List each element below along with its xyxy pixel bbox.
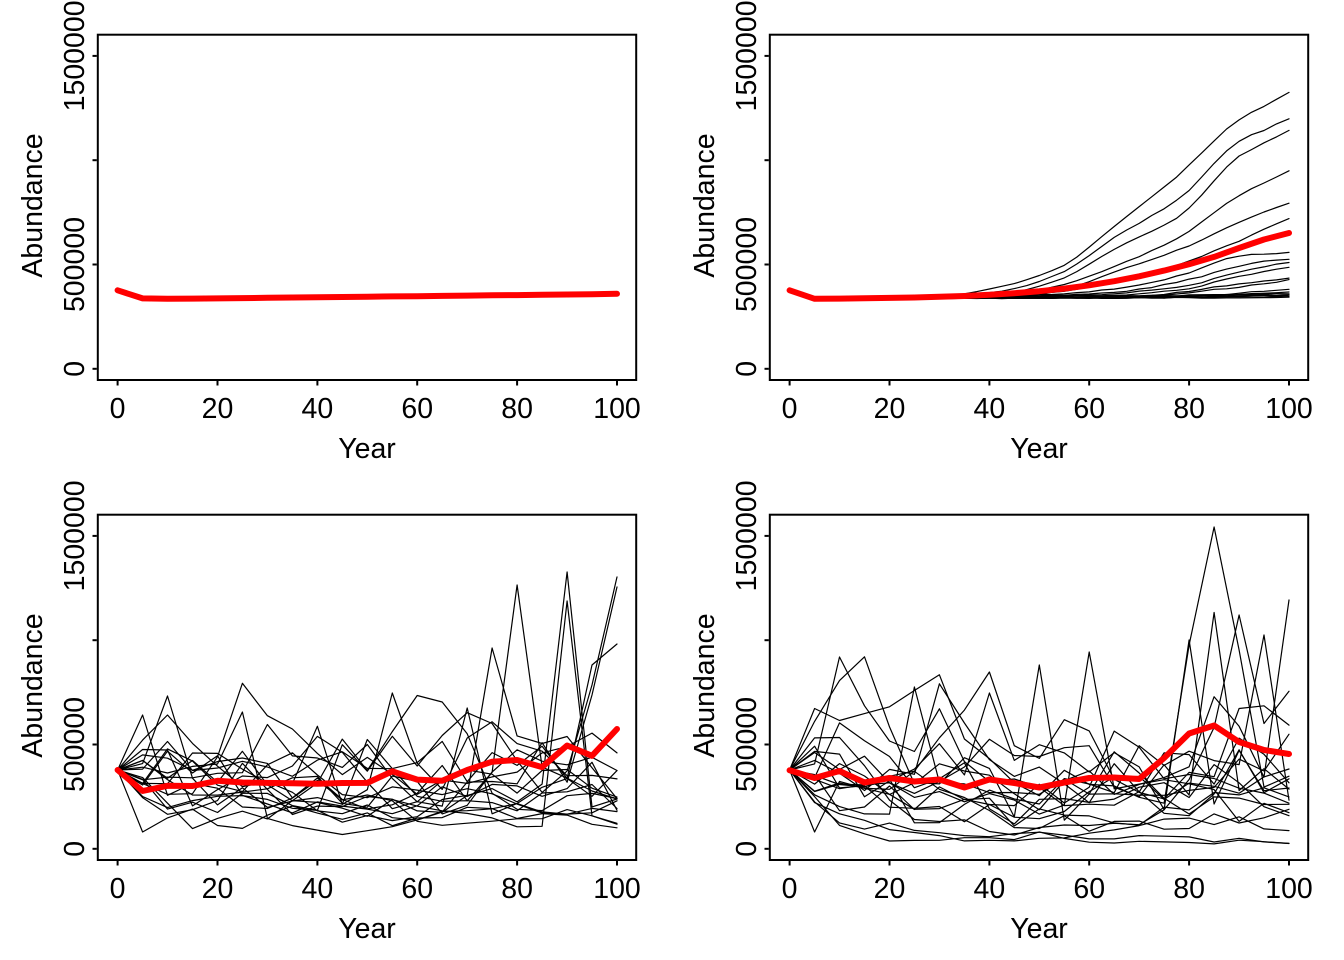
svg-text:Year: Year: [1010, 913, 1068, 945]
svg-text:60: 60: [401, 873, 433, 905]
svg-text:1500000: 1500000: [59, 0, 91, 111]
svg-text:500000: 500000: [59, 217, 91, 312]
svg-text:0: 0: [731, 361, 763, 377]
svg-text:0: 0: [782, 873, 798, 905]
svg-text:20: 20: [874, 873, 906, 905]
svg-text:Abundance: Abundance: [689, 613, 721, 757]
svg-text:Abundance: Abundance: [689, 133, 721, 277]
svg-text:0: 0: [110, 393, 126, 425]
svg-text:20: 20: [874, 393, 906, 425]
svg-text:0: 0: [59, 841, 91, 857]
svg-text:80: 80: [1173, 393, 1205, 425]
svg-text:80: 80: [1173, 873, 1205, 905]
svg-text:60: 60: [1073, 873, 1105, 905]
svg-text:40: 40: [302, 393, 334, 425]
svg-text:1500000: 1500000: [731, 0, 763, 111]
svg-text:Year: Year: [338, 433, 396, 465]
svg-text:Year: Year: [1010, 433, 1068, 465]
svg-text:20: 20: [202, 873, 234, 905]
svg-text:Abundance: Abundance: [17, 613, 49, 757]
svg-text:500000: 500000: [731, 217, 763, 312]
svg-text:60: 60: [401, 393, 433, 425]
svg-text:20: 20: [202, 393, 234, 425]
svg-text:1500000: 1500000: [731, 480, 763, 591]
svg-text:1500000: 1500000: [59, 480, 91, 591]
svg-text:60: 60: [1073, 393, 1105, 425]
svg-text:500000: 500000: [731, 697, 763, 792]
svg-text:100: 100: [1265, 393, 1313, 425]
svg-text:40: 40: [974, 393, 1006, 425]
svg-text:500000: 500000: [59, 697, 91, 792]
svg-text:80: 80: [501, 393, 533, 425]
svg-text:0: 0: [731, 841, 763, 857]
svg-text:80: 80: [501, 873, 533, 905]
svg-text:0: 0: [110, 873, 126, 905]
svg-text:Year: Year: [338, 913, 396, 945]
svg-text:100: 100: [593, 873, 641, 905]
svg-text:40: 40: [302, 873, 334, 905]
svg-text:Abundance: Abundance: [17, 133, 49, 277]
svg-text:40: 40: [974, 873, 1006, 905]
svg-text:100: 100: [1265, 873, 1313, 905]
svg-text:0: 0: [59, 361, 91, 377]
svg-text:0: 0: [782, 393, 798, 425]
svg-text:100: 100: [593, 393, 641, 425]
